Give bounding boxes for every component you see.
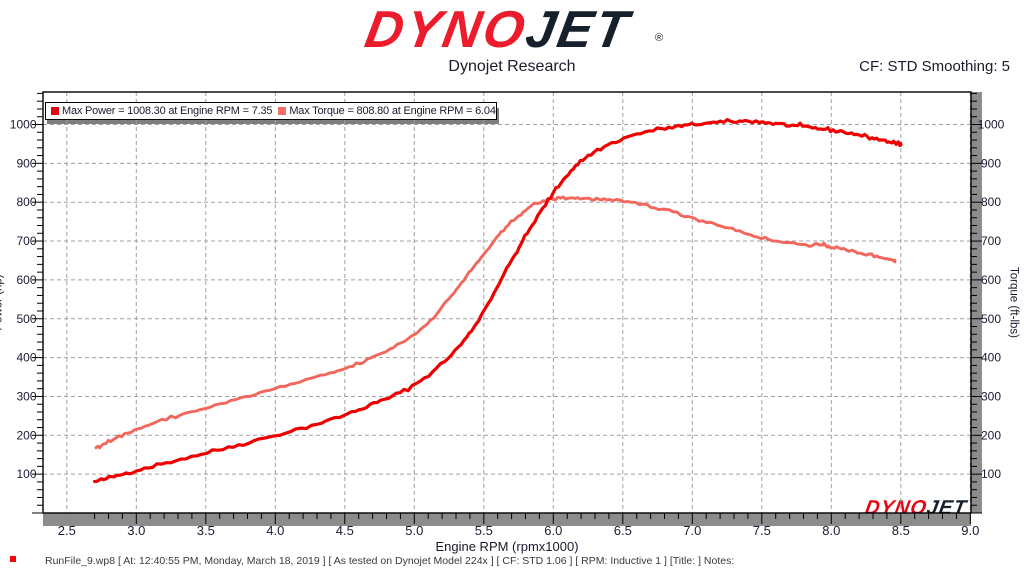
svg-text:600: 600 <box>981 273 1001 287</box>
svg-text:700: 700 <box>16 234 36 248</box>
svg-text:600: 600 <box>16 273 36 287</box>
svg-text:100: 100 <box>16 467 36 481</box>
svg-text:700: 700 <box>981 234 1001 248</box>
svg-text:500: 500 <box>981 312 1001 326</box>
svg-text:1000: 1000 <box>10 118 37 132</box>
svg-text:900: 900 <box>981 156 1001 170</box>
svg-text:3.0: 3.0 <box>127 523 145 538</box>
svg-text:400: 400 <box>16 351 36 365</box>
svg-text:3.5: 3.5 <box>197 523 215 538</box>
svg-text:500: 500 <box>16 312 36 326</box>
svg-text:4.5: 4.5 <box>336 523 354 538</box>
svg-text:800: 800 <box>16 195 36 209</box>
svg-text:8.5: 8.5 <box>892 523 910 538</box>
svg-text:300: 300 <box>981 389 1001 403</box>
svg-text:6.5: 6.5 <box>614 523 632 538</box>
svg-text:800: 800 <box>981 195 1001 209</box>
svg-text:9.0: 9.0 <box>961 523 979 538</box>
svg-text:7.0: 7.0 <box>683 523 701 538</box>
svg-text:100: 100 <box>981 467 1001 481</box>
svg-text:200: 200 <box>16 428 36 442</box>
svg-text:200: 200 <box>981 428 1001 442</box>
svg-text:7.5: 7.5 <box>753 523 771 538</box>
svg-text:8.0: 8.0 <box>822 523 840 538</box>
svg-text:6.0: 6.0 <box>544 523 562 538</box>
svg-text:300: 300 <box>16 389 36 403</box>
svg-text:2.5: 2.5 <box>58 523 76 538</box>
svg-text:4.0: 4.0 <box>266 523 284 538</box>
svg-text:5.0: 5.0 <box>405 523 423 538</box>
svg-text:400: 400 <box>981 351 1001 365</box>
svg-text:900: 900 <box>16 156 36 170</box>
svg-text:1000: 1000 <box>978 118 1005 132</box>
svg-text:5.5: 5.5 <box>475 523 493 538</box>
